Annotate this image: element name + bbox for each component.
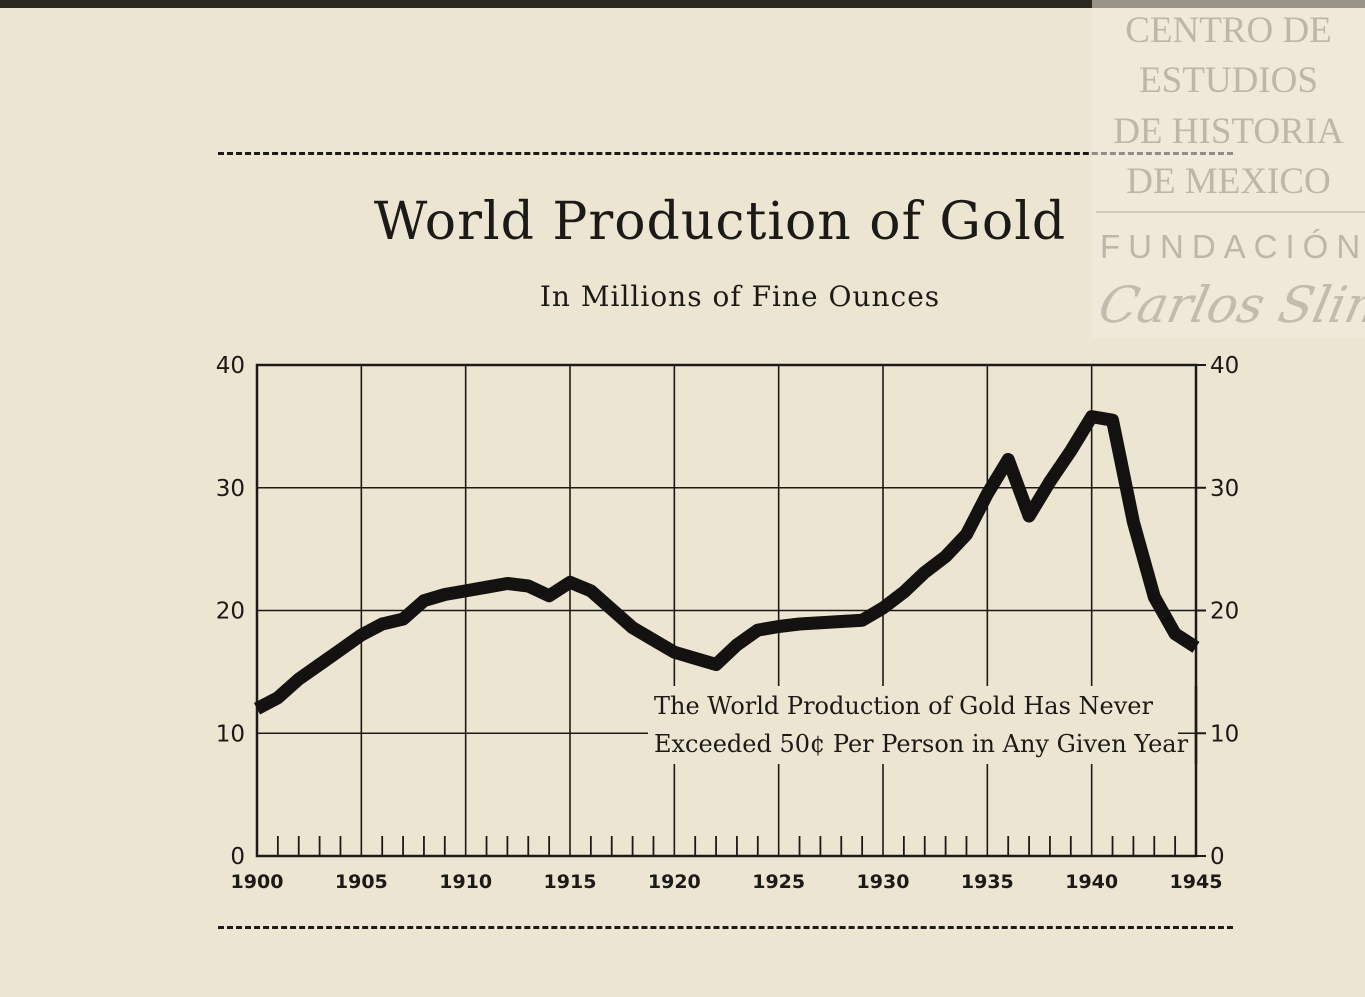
watermark-fundacion: FUNDACIÓN: [1100, 228, 1365, 265]
y-tick-label-left-0: 0: [230, 844, 245, 870]
x-tick-label-1920: 1920: [648, 871, 701, 893]
bottom-dashed-rule: [218, 926, 1233, 929]
watermark-rule: [1096, 211, 1365, 213]
watermark-line-4: DE MEXICO: [1126, 161, 1331, 202]
annotation-layer: The World Production of Gold Has Never Ex…: [648, 686, 1198, 764]
x-tick-label-1930: 1930: [857, 871, 910, 893]
annotation-line-1: The World Production of Gold Has Never: [654, 692, 1154, 720]
watermark-line-2: ESTUDIOS: [1139, 60, 1318, 101]
x-tick-label-1915: 1915: [544, 871, 597, 893]
top-dashed-rule: [218, 152, 1233, 155]
annotation-background: [648, 686, 1178, 764]
grid-layer: [255, 363, 1206, 858]
y-tick-label-left-10: 10: [216, 721, 245, 747]
y-tick-label-left-20: 20: [216, 599, 245, 625]
watermark-signature: Carlos Slim: [1093, 276, 1365, 334]
y-tick-label-left-30: 30: [216, 476, 245, 502]
y-tick-label-right-0: 0: [1210, 844, 1225, 870]
x-tick-label-1940: 1940: [1065, 871, 1118, 893]
y-tick-label-right-40: 40: [1210, 353, 1239, 379]
scan-top-edge: [0, 0, 1365, 8]
series-layer: [253, 410, 1200, 715]
watermark-line-3: DE HISTORIA: [1113, 111, 1344, 152]
y-tick-label-right-10: 10: [1210, 721, 1239, 747]
watermark-line-1: CENTRO DE: [1125, 10, 1332, 51]
x-tick-label-1935: 1935: [961, 871, 1014, 893]
chart-subtitle: In Millions of Fine Ounces: [539, 280, 941, 313]
x-tick-label-1945: 1945: [1170, 871, 1223, 893]
watermark: CENTRO DE ESTUDIOS DE HISTORIA DE MEXICO…: [1092, 0, 1365, 338]
annotation-line-2: Exceeded 50¢ Per Person in Any Given Yea…: [654, 730, 1189, 758]
x-tick-label-1925: 1925: [752, 871, 805, 893]
y-tick-label-right-20: 20: [1210, 599, 1239, 625]
y-tick-label-left-40: 40: [216, 353, 245, 379]
x-tick-label-1905: 1905: [335, 871, 388, 893]
y-tick-label-right-30: 30: [1210, 476, 1239, 502]
gold-production-line: [253, 410, 1200, 715]
x-tick-label-1900: 1900: [231, 871, 284, 893]
x-tick-label-1910: 1910: [439, 871, 492, 893]
label-layer: 0 10 20 30 40 0 10 20 30 40 1900 1905 1910 1915 1920 19…: [216, 353, 1240, 893]
minor-tick-layer: [276, 836, 1177, 856]
chart-title: World Production of Gold: [373, 192, 1067, 252]
